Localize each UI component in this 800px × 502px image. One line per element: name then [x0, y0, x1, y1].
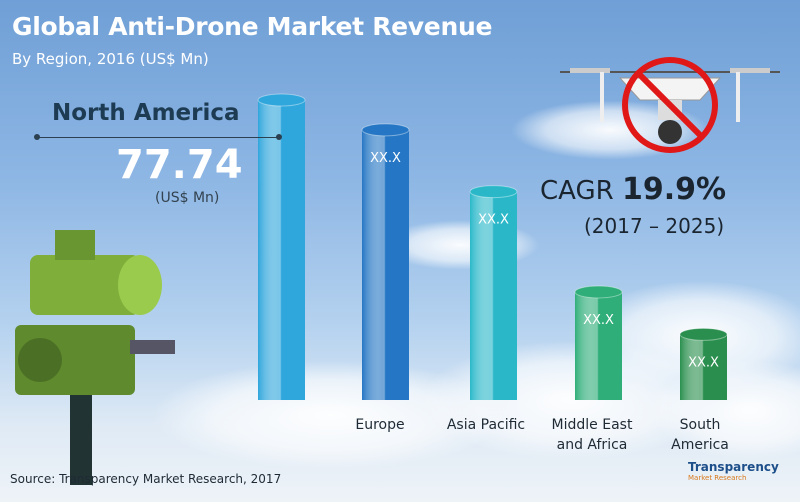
bar-top: [469, 185, 518, 199]
leader-line: [37, 137, 279, 138]
bar-shine: [575, 291, 622, 400]
category-label: Europe: [355, 417, 405, 433]
bar-top: [574, 285, 623, 299]
leader-dot: [34, 134, 40, 140]
leader-dot: [276, 134, 282, 140]
bar-shine: [680, 334, 727, 400]
cagr-text: CAGR 19.9%: [540, 172, 726, 207]
category-label-line: and Africa: [556, 437, 628, 453]
bar-shine: [362, 129, 409, 401]
highlight-unit: (US$ Mn): [155, 190, 220, 206]
highlight-region: North America: [52, 100, 240, 126]
bar-shine: [470, 191, 517, 400]
bar-shine: [258, 100, 305, 400]
category-label-line: America: [671, 437, 729, 453]
chart-subtitle: By Region, 2016 (US$ Mn): [12, 50, 209, 68]
data-label: XX.X: [583, 313, 614, 328]
bar-top: [361, 123, 410, 137]
cagr-label: CAGR: [540, 176, 614, 206]
data-label: XX.X: [688, 355, 719, 370]
chart-title: Global Anti-Drone Market Revenue: [12, 12, 493, 41]
category-label-line: South: [679, 417, 721, 433]
cagr-value: 19.9%: [621, 172, 727, 207]
data-label: XX.X: [370, 151, 401, 166]
anti-drone-turret-icon: [15, 230, 175, 485]
category-label: Asia Pacific: [446, 417, 526, 433]
no-drone-icon: [560, 57, 780, 153]
logo-line2: Market Research: [688, 474, 747, 482]
company-logo: Transparency Market Research: [688, 460, 793, 500]
category-label: South America: [640, 415, 760, 455]
category-label: Middle East and Africa: [532, 415, 652, 455]
bar-top: [679, 327, 728, 341]
logo-line1: Transparency: [688, 460, 779, 474]
data-label: XX.X: [478, 213, 509, 228]
cagr-period: (2017 – 2025): [584, 214, 725, 238]
source-note: Source: Transparency Market Research, 20…: [10, 472, 282, 486]
highlight-value: 77.74: [116, 142, 243, 188]
category-label-line: Middle East: [551, 417, 633, 433]
bar-top: [257, 93, 306, 107]
